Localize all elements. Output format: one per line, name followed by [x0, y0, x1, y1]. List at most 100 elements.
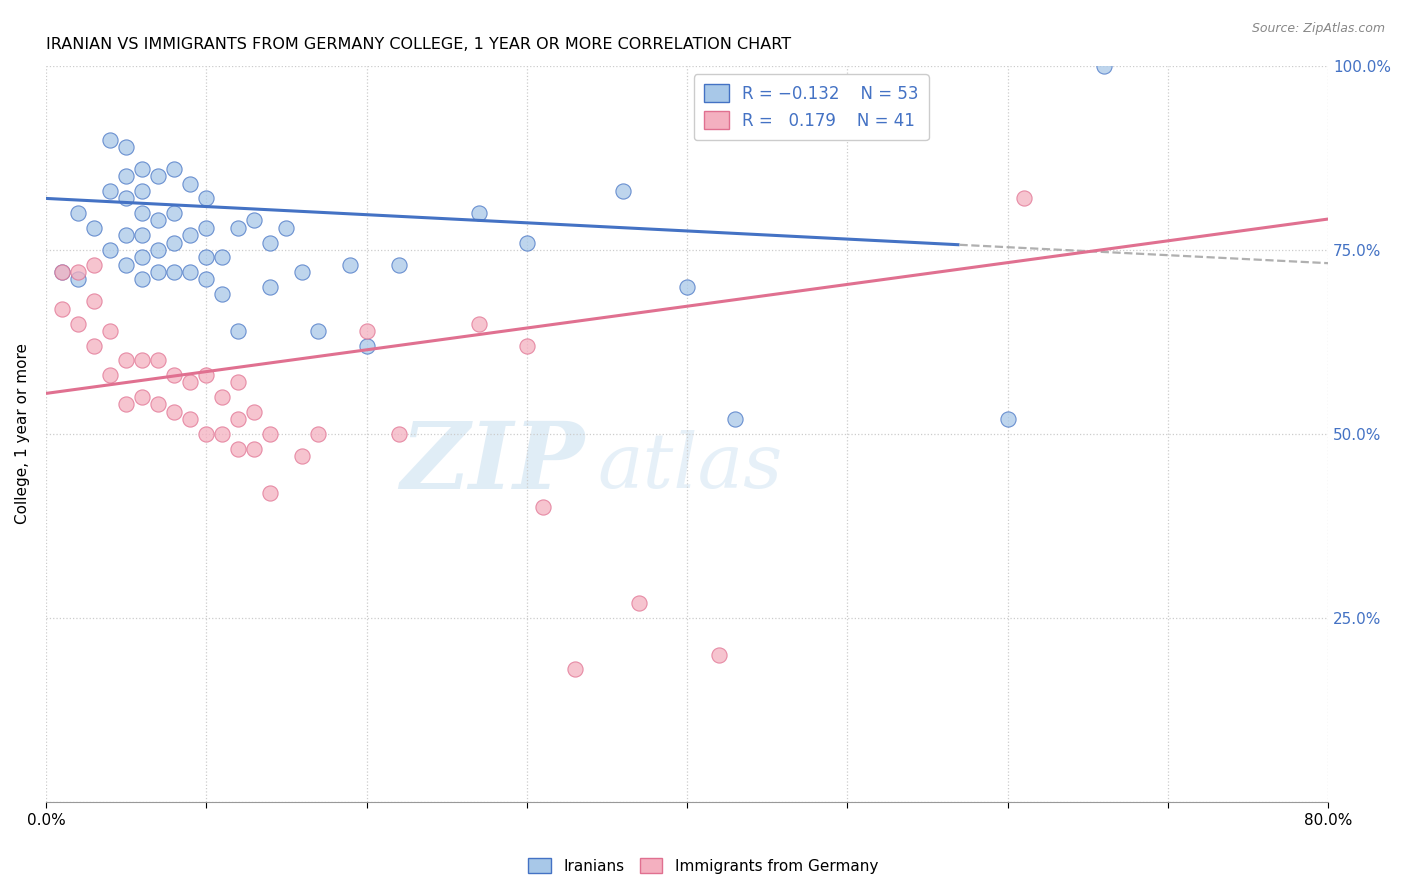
Point [516, 235, 538, 250]
Text: ZIP: ZIP [401, 418, 585, 508]
Point [131, 206, 153, 220]
Point [467, 206, 489, 220]
Point [387, 426, 409, 441]
Point [211, 287, 233, 301]
Point [226, 442, 249, 456]
Point [195, 191, 218, 205]
Point [724, 412, 747, 426]
Point [307, 324, 329, 338]
Point [226, 412, 249, 426]
Point [226, 324, 249, 338]
Point [131, 353, 153, 368]
Point [1092, 59, 1115, 73]
Point [387, 258, 409, 272]
Point [163, 235, 186, 250]
Point [131, 161, 153, 176]
Point [146, 213, 169, 227]
Point [259, 279, 281, 293]
Point [146, 397, 169, 411]
Point [211, 250, 233, 264]
Point [98, 132, 121, 146]
Point [131, 272, 153, 286]
Point [211, 426, 233, 441]
Point [467, 317, 489, 331]
Point [131, 390, 153, 404]
Point [997, 412, 1019, 426]
Point [146, 169, 169, 184]
Point [131, 228, 153, 243]
Point [291, 449, 314, 463]
Point [612, 184, 634, 198]
Point [146, 353, 169, 368]
Point [226, 376, 249, 390]
Point [66, 265, 89, 279]
Point [98, 324, 121, 338]
Point [195, 250, 218, 264]
Point [115, 397, 138, 411]
Point [163, 405, 186, 419]
Point [259, 485, 281, 500]
Point [115, 258, 138, 272]
Point [179, 376, 201, 390]
Point [195, 272, 218, 286]
Point [243, 405, 266, 419]
Point [163, 368, 186, 382]
Point [307, 426, 329, 441]
Point [115, 228, 138, 243]
Point [179, 265, 201, 279]
Point [163, 265, 186, 279]
Point [243, 213, 266, 227]
Point [131, 250, 153, 264]
Point [115, 140, 138, 154]
Point [51, 301, 73, 316]
Point [66, 272, 89, 286]
Point [195, 426, 218, 441]
Point [66, 317, 89, 331]
Point [83, 220, 105, 235]
Point [356, 338, 378, 352]
Point [115, 169, 138, 184]
Point [98, 184, 121, 198]
Point [211, 390, 233, 404]
Legend: R = −0.132    N = 53, R =   0.179    N = 41: R = −0.132 N = 53, R = 0.179 N = 41 [695, 74, 929, 140]
Text: atlas: atlas [598, 430, 783, 504]
Point [131, 184, 153, 198]
Point [531, 500, 554, 515]
Point [1012, 191, 1035, 205]
Point [179, 412, 201, 426]
Text: Source: ZipAtlas.com: Source: ZipAtlas.com [1251, 22, 1385, 36]
Point [564, 662, 586, 676]
Point [291, 265, 314, 279]
Point [627, 596, 650, 610]
Point [179, 228, 201, 243]
Point [83, 258, 105, 272]
Point [146, 265, 169, 279]
Point [163, 206, 186, 220]
Point [243, 442, 266, 456]
Point [83, 338, 105, 352]
Point [259, 235, 281, 250]
Point [66, 206, 89, 220]
Point [339, 258, 361, 272]
Point [259, 426, 281, 441]
Point [179, 177, 201, 191]
Point [51, 265, 73, 279]
Point [163, 161, 186, 176]
Point [98, 368, 121, 382]
Point [98, 243, 121, 257]
Point [356, 324, 378, 338]
Point [195, 220, 218, 235]
Legend: Iranians, Immigrants from Germany: Iranians, Immigrants from Germany [522, 852, 884, 880]
Point [707, 648, 730, 662]
Point [676, 279, 699, 293]
Point [83, 294, 105, 309]
Point [146, 243, 169, 257]
Point [51, 265, 73, 279]
Y-axis label: College, 1 year or more: College, 1 year or more [15, 343, 30, 524]
Point [115, 353, 138, 368]
Point [195, 368, 218, 382]
Text: IRANIAN VS IMMIGRANTS FROM GERMANY COLLEGE, 1 YEAR OR MORE CORRELATION CHART: IRANIAN VS IMMIGRANTS FROM GERMANY COLLE… [46, 37, 792, 53]
Point [516, 338, 538, 352]
Point [276, 220, 298, 235]
Point [115, 191, 138, 205]
